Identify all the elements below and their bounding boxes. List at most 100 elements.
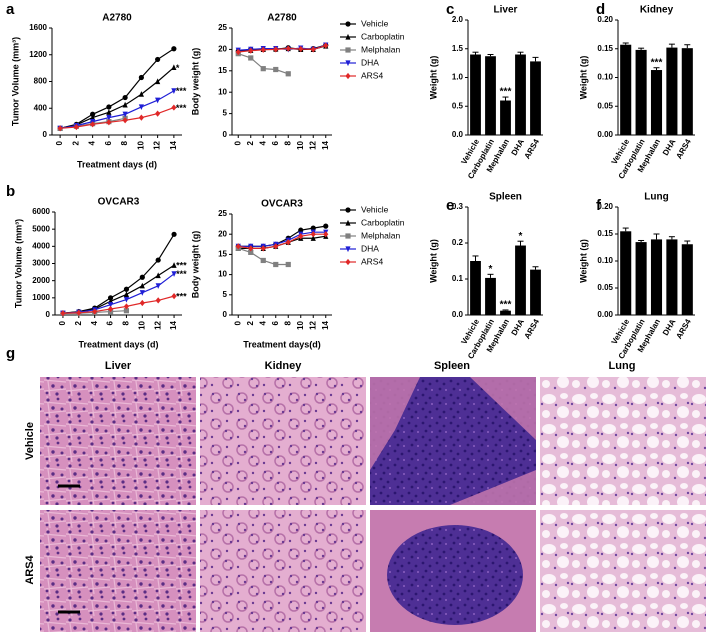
y-tick-label: 25 <box>218 209 227 218</box>
marker <box>310 231 316 238</box>
marker <box>323 231 329 238</box>
bar <box>485 277 496 315</box>
y-axis-label: Body weight (g) <box>190 48 200 116</box>
column-header: Liver <box>105 360 132 372</box>
bar <box>470 54 481 135</box>
marker <box>171 293 177 300</box>
marker <box>310 46 316 53</box>
y-axis-label: Weight (g) <box>428 239 438 283</box>
y-tick-label: 0.20 <box>597 15 613 24</box>
bar <box>620 44 632 135</box>
x-tick-label: ARS4 <box>674 317 693 340</box>
panel-letter: e <box>446 197 454 214</box>
row-header: Vehicle <box>24 422 36 460</box>
marker <box>123 296 130 303</box>
histology-image <box>540 510 706 632</box>
marker <box>106 104 112 110</box>
y-tick-label: 0 <box>46 310 51 319</box>
marker <box>260 257 266 264</box>
x-tick-label: 8 <box>120 140 129 145</box>
y-tick-label: 3000 <box>32 259 50 268</box>
legend-marker <box>345 246 351 253</box>
marker <box>298 233 304 240</box>
histology-image <box>200 377 366 505</box>
marker <box>171 262 177 268</box>
y-tick-label: 15 <box>218 250 227 259</box>
column-header: Kidney <box>265 360 303 372</box>
series-line <box>62 295 175 314</box>
x-tick-label: 12 <box>153 140 162 149</box>
x-tick-label: ARS4 <box>674 137 693 160</box>
significance: * <box>489 264 493 275</box>
y-tick-label: 5 <box>223 290 228 299</box>
marker <box>235 48 241 56</box>
marker <box>139 282 145 289</box>
chart-title: A2780 <box>102 13 132 24</box>
y-axis-label: Body weight (g) <box>190 231 200 299</box>
marker <box>298 45 304 53</box>
marker <box>273 46 279 53</box>
x-tick-label: ARS4 <box>523 317 542 340</box>
panel-letter: b <box>6 183 15 200</box>
y-axis-label: Weight (g) <box>578 239 588 283</box>
y-tick-label: 0.20 <box>597 202 613 211</box>
y-tick-label: 400 <box>34 103 48 112</box>
marker <box>107 305 114 313</box>
chart-title: Lung <box>644 192 668 203</box>
bar <box>681 244 693 315</box>
marker <box>139 299 145 307</box>
panel-letter: a <box>6 1 15 18</box>
y-tick-label: 0.5 <box>452 101 464 110</box>
chart-title: Kidney <box>640 5 674 16</box>
histology-image <box>200 510 366 632</box>
marker <box>92 308 98 315</box>
x-tick-label: ARS4 <box>523 137 542 160</box>
x-tick-label: 14 <box>321 320 330 329</box>
marker <box>139 290 145 296</box>
y-tick-label: 800 <box>34 77 48 86</box>
y-axis-label: Tumor Volume (mm³) <box>10 37 20 126</box>
histology-image <box>540 377 706 505</box>
marker <box>60 310 66 317</box>
x-tick-label: 0 <box>233 320 242 325</box>
significance: *** <box>651 57 663 68</box>
y-tick-label: 0.05 <box>597 101 613 110</box>
legend-marker <box>345 60 351 67</box>
legend-label: Carboplatin <box>361 217 405 227</box>
y-tick-label: 15 <box>218 66 227 75</box>
marker <box>310 225 316 231</box>
legend-marker <box>345 207 351 213</box>
x-tick-label: 6 <box>271 140 280 145</box>
legend-marker <box>345 33 351 40</box>
marker <box>248 249 254 255</box>
y-tick-label: 0 <box>223 310 228 319</box>
marker <box>298 227 304 233</box>
marker <box>171 46 177 52</box>
marker <box>107 295 114 301</box>
x-tick-label: 2 <box>246 140 255 145</box>
bar <box>515 245 526 315</box>
x-axis-label: Treatment days (d) <box>77 159 157 169</box>
significance: * <box>519 231 523 242</box>
y-tick-label: 20 <box>218 45 227 54</box>
bar <box>500 310 511 315</box>
marker <box>90 114 96 121</box>
marker <box>155 272 161 279</box>
marker <box>171 271 177 277</box>
marker <box>260 46 266 53</box>
bar <box>470 261 481 315</box>
panel-letter: c <box>446 1 454 18</box>
legend-label: Carboplatin <box>361 31 405 41</box>
chart-title: OVCAR3 <box>98 197 140 208</box>
legend-marker <box>345 219 351 226</box>
marker <box>138 91 144 97</box>
histology-image <box>40 377 196 505</box>
significance: *** <box>176 261 187 271</box>
x-tick-label: 14 <box>169 320 178 329</box>
marker <box>138 74 144 81</box>
x-axis-label: Treatment days (d) <box>78 339 158 349</box>
marker <box>273 261 279 268</box>
y-tick-label: 1.5 <box>452 44 464 53</box>
marker <box>323 42 329 49</box>
marker <box>171 231 177 237</box>
